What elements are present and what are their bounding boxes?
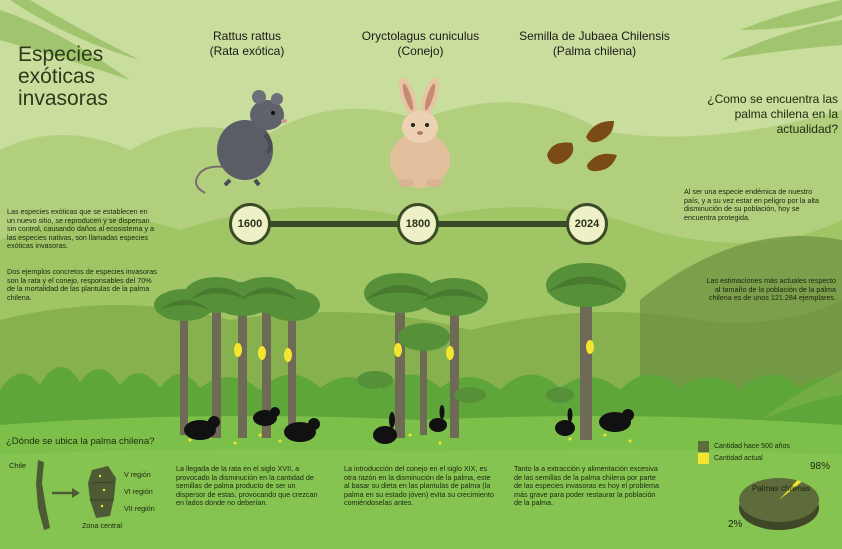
legend-label-past: Cantidad hace 500 años (714, 443, 790, 450)
species-name-rabbit: Oryctolagus cuniculus (Conejo) (361, 29, 480, 58)
year-1800: 1800 (397, 203, 439, 245)
pie-label-past: 98% (810, 461, 831, 472)
intro-text: Las especies exóticas que se establecen … (7, 207, 155, 251)
rat-impact-text: La llegada de la rata en el siglo XVII, … (176, 464, 318, 508)
region-v-label: V región (124, 470, 151, 479)
year-1600: 1600 (229, 203, 271, 245)
animal-silhouettes (184, 405, 634, 444)
region-vi-label: VI región (124, 487, 153, 496)
chile-label: Chile (9, 461, 27, 470)
species-name-rat: Rattus rattus (Rata exótica) (209, 29, 285, 58)
page-title: Especies exóticas invasoras (18, 43, 108, 110)
legend-swatch-past (698, 441, 709, 452)
rabbit-impact-text: La introducción del conejo en el siglo X… (344, 464, 494, 508)
zone-label: Zona central (82, 521, 122, 530)
legend-swatch-current (698, 453, 709, 464)
pie-chart (739, 478, 819, 530)
pie-label-current: 2% (728, 519, 743, 530)
palm-seed-icon (547, 120, 617, 172)
status-question: ¿Como se encuentra las palma chilena en … (707, 92, 838, 136)
examples-text: Dos ejemplos concretos de especies invas… (7, 267, 157, 302)
pie-chart-title: Palmas chilenas (752, 484, 811, 493)
rat-icon (195, 90, 287, 194)
location-question: ¿Dónde se ubica la palma chilena? (6, 436, 155, 447)
pie-slice-1 (779, 480, 802, 500)
species-name-palm-seed: Semilla de Jubaea Chilensis (Palma chile… (519, 29, 670, 58)
population-text: Las estimaciones más actuales respecto a… (706, 276, 836, 303)
conclusion-text: Tanto la a extracción y alimentación exc… (514, 464, 660, 508)
region-vii-label: VII región (124, 504, 155, 513)
chile-map (36, 460, 116, 530)
year-2024: 2024 (566, 203, 608, 245)
legend-label-current: Cantidad actual (714, 455, 763, 462)
rabbit-icon (390, 77, 450, 188)
palm-trees-illustration (154, 263, 632, 445)
status-text: Al ser una especie endémica de nuestro p… (684, 187, 820, 222)
